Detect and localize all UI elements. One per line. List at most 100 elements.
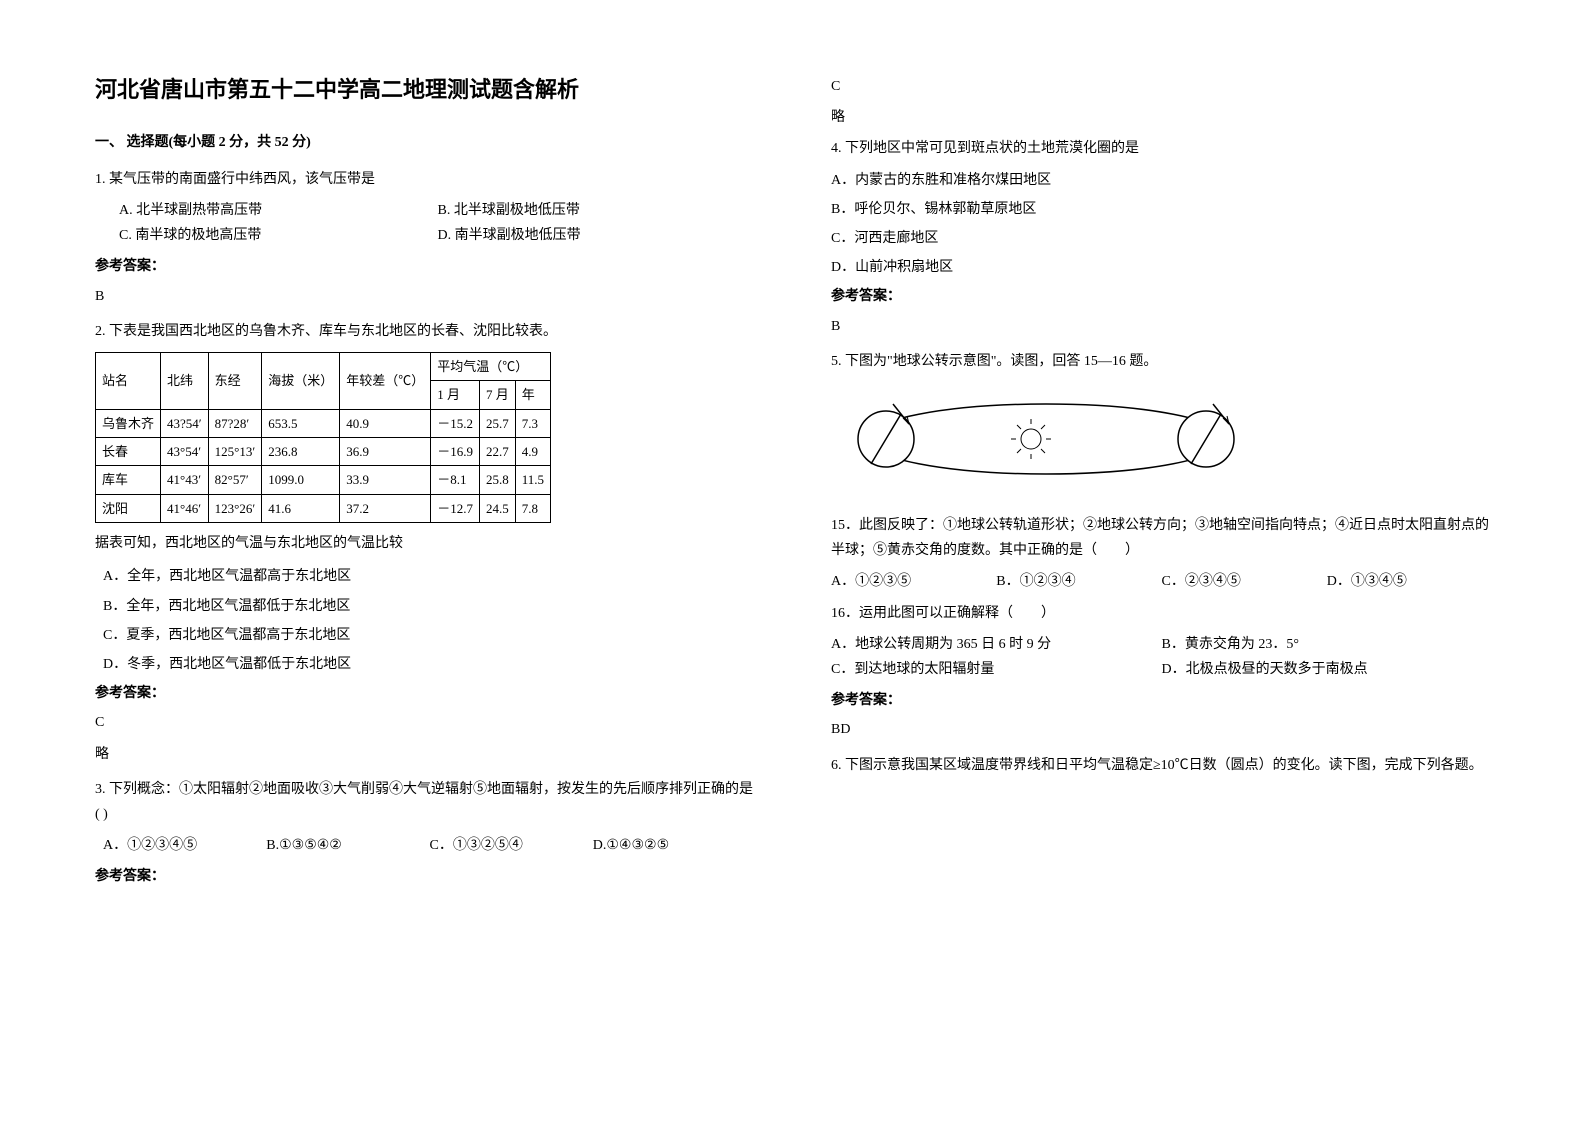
cell: 11.5 [515,466,550,494]
cell: 87?28′ [208,409,262,437]
page-title: 河北省唐山市第五十二中学高二地理测试题含解析 [95,70,756,110]
cell: 25.7 [479,409,515,437]
q2-opt-d: D．冬季，西北地区气温都低于东北地区 [95,652,756,677]
orbit-diagram [831,384,1492,503]
q3-options: A．①②③④⑤ B.①③⑤④② C．①③②⑤④ D.①④③②⑤ [95,833,756,858]
q2-subtext: 据表可知，西北地区的气温与东北地区的气温比较 [95,531,756,556]
q1-opt-c: C. 南半球的极地高压带 [119,223,438,248]
cell: 22.7 [479,438,515,466]
cell: 41.6 [262,494,340,522]
table-row: 沈阳 41°46′ 123°26′ 41.6 37.2 －12.7 24.5 7… [96,494,551,522]
q1-opt-a: A. 北半球副热带高压带 [119,198,438,223]
cell: 40.9 [340,409,431,437]
th-station: 站名 [96,352,161,409]
question-1: 1. 某气压带的南面盛行中纬西风，该气压带是 A. 北半球副热带高压带 B. 北… [95,167,756,309]
q4-answer-label: 参考答案： [831,284,1492,309]
q5-s15-c: C．②③④⑤ [1162,569,1327,594]
cell: 33.9 [340,466,431,494]
table-header-row: 站名 北纬 东经 海拔（米） 年较差（℃） 平均气温（℃） [96,352,551,380]
q1-opt-d: D. 南半球副极地低压带 [438,223,757,248]
cell: 82°57′ [208,466,262,494]
q5-s16-b: B．黄赤交角为 23．5° [1162,632,1493,657]
th-avg: 平均气温（℃） [431,352,551,380]
cell: 7.8 [515,494,550,522]
table-row: 库车 41°43′ 82°57′ 1099.0 33.9 －8.1 25.8 1… [96,466,551,494]
cell: 库车 [96,466,161,494]
th-lon: 东经 [208,352,262,409]
cell: 43?54′ [161,409,209,437]
q5-s15-d: D．①③④⑤ [1327,569,1492,594]
q3-opt-d: D.①④③②⑤ [593,833,756,858]
q5-s15-a: A．①②③⑤ [831,569,996,594]
cell: 41°46′ [161,494,209,522]
q1-options: A. 北半球副热带高压带 B. 北半球副极地低压带 C. 南半球的极地高压带 D… [95,198,756,248]
question-6: 6. 下图示意我国某区域温度带界线和日平均气温稳定≥10℃日数（圆点）的变化。读… [831,753,1492,778]
orbit-svg [831,384,1261,494]
question-4: 4. 下列地区中常可见到斑点状的土地荒漠化圈的是 A．内蒙古的东胜和准格尔煤田地… [831,136,1492,338]
cell: －15.2 [431,409,480,437]
cell: －16.9 [431,438,480,466]
q4-answer: B [831,314,1492,339]
q5-s16-a: A．地球公转周期为 365 日 6 时 9 分 [831,632,1162,657]
cell: 乌鲁木齐 [96,409,161,437]
cell: 7.3 [515,409,550,437]
cell: 36.9 [340,438,431,466]
q5-s15-b: B．①②③④ [996,569,1161,594]
q2-answer-label: 参考答案： [95,681,756,706]
q1-opt-b: B. 北半球副极地低压带 [438,198,757,223]
q5-text: 5. 下图为"地球公转示意图"。读图，回答 15—16 题。 [831,349,1492,374]
cell: 41°43′ [161,466,209,494]
q5-s15: 15．此图反映了：①地球公转轨道形状；②地球公转方向；③地轴空间指向特点；④近日… [831,513,1492,563]
right-column: C 略 4. 下列地区中常可见到斑点状的土地荒漠化圈的是 A．内蒙古的东胜和准格… [831,70,1492,1052]
q2-text: 2. 下表是我国西北地区的乌鲁木齐、库车与东北地区的长春、沈阳比较表。 [95,319,756,344]
q2-note: 略 [95,742,756,767]
question-3: 3. 下列概念：①太阳辐射②地面吸收③大气削弱④大气逆辐射⑤地面辐射，按发生的先… [95,777,756,890]
q5-answer-label: 参考答案： [831,688,1492,713]
q3-opt-c: C．①③②⑤④ [430,833,593,858]
q4-text: 4. 下列地区中常可见到斑点状的土地荒漠化圈的是 [831,136,1492,161]
th-alt: 海拔（米） [262,352,340,409]
left-column: 河北省唐山市第五十二中学高二地理测试题含解析 一、 选择题(每小题 2 分，共 … [95,70,756,1052]
cell: 125°13′ [208,438,262,466]
q5-s16-options: A．地球公转周期为 365 日 6 时 9 分 B．黄赤交角为 23．5° C．… [831,632,1492,682]
th-lat: 北纬 [161,352,209,409]
section-header: 一、 选择题(每小题 2 分，共 52 分) [95,130,756,155]
th-jul: 7 月 [479,381,515,409]
q5-s16-c: C．到达地球的太阳辐射量 [831,657,1162,682]
cell: 123°26′ [208,494,262,522]
cell: －8.1 [431,466,480,494]
q3-opt-a: A．①②③④⑤ [103,833,266,858]
q2-opt-c: C．夏季，西北地区气温都高于东北地区 [95,623,756,648]
q2-answer: C [95,710,756,735]
table-row: 乌鲁木齐 43?54′ 87?28′ 653.5 40.9 －15.2 25.7… [96,409,551,437]
cell: 43°54′ [161,438,209,466]
q3-answer: C [831,74,1492,99]
q1-text: 1. 某气压带的南面盛行中纬西风，该气压带是 [95,167,756,192]
q4-opt-a: A．内蒙古的东胜和准格尔煤田地区 [831,168,1492,193]
q4-opt-d: D．山前冲积扇地区 [831,255,1492,280]
cell: 1099.0 [262,466,340,494]
cell: 37.2 [340,494,431,522]
q2-opt-a: A．全年，西北地区气温都高于东北地区 [95,564,756,589]
cell: 长春 [96,438,161,466]
q4-opt-c: C．河西走廊地区 [831,226,1492,251]
cell: 4.9 [515,438,550,466]
q6-text: 6. 下图示意我国某区域温度带界线和日平均气温稳定≥10℃日数（圆点）的变化。读… [831,753,1492,778]
q1-answer-label: 参考答案： [95,254,756,279]
cell: 24.5 [479,494,515,522]
th-range: 年较差（℃） [340,352,431,409]
q3-note: 略 [831,105,1492,130]
cell: 沈阳 [96,494,161,522]
cell: 25.8 [479,466,515,494]
q3-text: 3. 下列概念：①太阳辐射②地面吸收③大气削弱④大气逆辐射⑤地面辐射，按发生的先… [95,777,756,827]
th-jan: 1 月 [431,381,480,409]
q5-answer: BD [831,717,1492,742]
q5-s16: 16．运用此图可以正确解释（ ） [831,601,1492,626]
cell: 653.5 [262,409,340,437]
q5-s15-options: A．①②③⑤ B．①②③④ C．②③④⑤ D．①③④⑤ [831,569,1492,594]
q1-answer: B [95,284,756,309]
q5-s16-d: D．北极点极昼的天数多于南极点 [1162,657,1493,682]
table-row: 长春 43°54′ 125°13′ 236.8 36.9 －16.9 22.7 … [96,438,551,466]
q4-opt-b: B．呼伦贝尔、锡林郭勒草原地区 [831,197,1492,222]
q3-answer-label: 参考答案： [95,864,756,889]
